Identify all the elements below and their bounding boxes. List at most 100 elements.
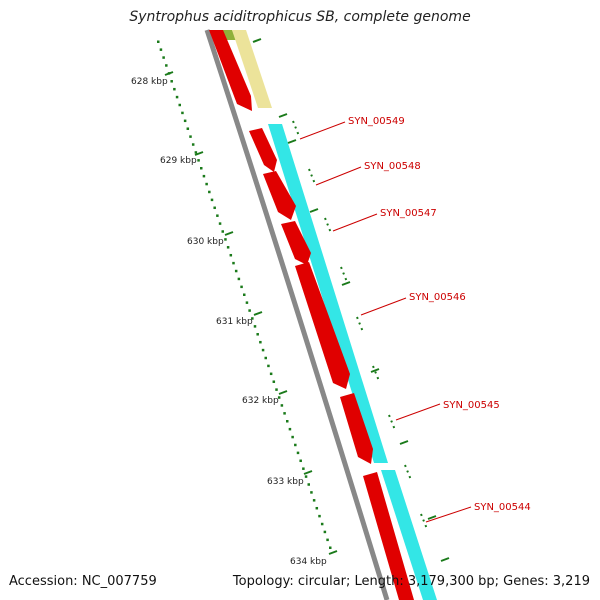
minor-tick [240,285,243,289]
minor-tick [267,364,270,368]
cds-syn-00546 [295,262,350,389]
minor-tick [320,522,324,526]
minor-tick [291,435,294,439]
minor-tick [261,348,265,352]
major-tick [224,231,234,236]
minor-tick [159,48,163,51]
callout-line-syn-00546 [360,297,407,316]
minor-tick [224,238,227,241]
minor-tick [221,230,224,233]
gene-label-syn-00548: SYN_00548 [364,161,421,172]
callout-line-syn-00548 [315,166,362,186]
minor-tick [162,56,165,59]
kbp-label-630: 630 kbp [187,237,224,247]
minor-tick [178,103,181,107]
inner-ticks-layer [157,40,338,555]
callout-line-syn-00549 [299,121,346,140]
gene-callouts-layer: SYN_00549 SYN_00548 SYN_00547 SYN_00546 … [299,116,531,523]
minor-tick [264,356,267,360]
major-tick [164,71,174,76]
minor-tick [226,246,230,249]
backbone-layer [204,29,390,600]
minor-tick [170,80,173,83]
minor-tick [304,475,308,478]
gene-label-syn-00547: SYN_00547 [380,208,437,219]
minor-tick [189,135,192,138]
minor-tick [181,111,184,115]
minor-tick [296,451,300,455]
map-title: Syntrophus aciditrophicus SB, complete g… [129,9,471,25]
minor-tick [229,253,233,257]
kbp-label-629: 629 kbp [160,156,197,166]
outer-ticks-layer [252,38,450,562]
kbp-label-634: 634 kbp [290,557,327,567]
minor-tick [286,420,289,423]
minor-tick [275,388,278,391]
kbp-label-628: 628 kbp [131,77,168,87]
minor-tick [216,214,219,217]
minor-tick [329,546,332,549]
minor-tick [323,530,327,534]
minor-tick [183,119,187,123]
minor-tick [208,190,211,194]
gene-label-syn-00546: SYN_00546 [409,292,466,303]
minor-tick [218,222,222,225]
minor-tick [299,459,302,463]
minor-tick [165,64,168,67]
major-tick [303,470,313,475]
callout-line-syn-00547 [332,213,378,232]
minor-tick [175,95,179,99]
callout-line-syn-00545 [395,403,441,421]
major-tick [253,311,263,316]
kbp-label-632: 632 kbp [242,396,279,406]
outer-tick-marks [292,120,428,530]
cyan-track-1 [268,124,388,463]
kbp-label-633: 633 kbp [267,477,304,487]
major-tick [328,550,338,555]
minor-tick [315,506,319,510]
minor-tick [200,167,203,170]
minor-tick [191,143,195,146]
cds-syn-00544 [363,472,414,600]
minor-tick [302,467,305,470]
cds-layer [209,30,414,600]
minor-tick [283,412,286,415]
minor-tick [248,309,251,312]
minor-tick [245,301,249,304]
cyan-track-2 [381,470,437,600]
minor-tick [205,182,208,186]
gene-label-syn-00544: SYN_00544 [474,502,531,513]
minor-tick [269,372,273,376]
callout-line-syn-00544 [425,506,472,523]
minor-tick [307,483,310,486]
track-layer [221,30,437,600]
minor-tick [280,404,284,407]
kbp-label-631: 631 kbp [216,317,253,327]
minor-tick [234,269,238,273]
minor-tick [253,325,257,328]
minor-tick [243,293,246,296]
genome-backbone [204,29,390,600]
cds-syn-00549 [249,128,277,172]
minor-tick [312,499,316,502]
minor-tick [186,127,190,130]
accession-label: Accession: NC_007759 [9,574,157,589]
minor-tick [318,514,321,518]
minor-tick [232,261,235,265]
gene-label-syn-00545: SYN_00545 [443,400,500,411]
minor-tick [251,317,254,320]
minor-tick [288,427,292,431]
minor-tick [213,206,216,210]
minor-tick [326,538,329,542]
minor-tick [256,333,259,336]
yellow-track [232,30,272,108]
genome-summary: Topology: circular; Length: 3,179,300 bp… [232,574,590,589]
cds-syn-00547 [281,221,311,265]
minor-tick [237,277,241,281]
minor-tick [210,198,214,202]
minor-tick [294,443,297,447]
minor-tick [310,491,313,494]
cds-syn-00548 [263,171,296,220]
minor-tick [194,151,198,154]
